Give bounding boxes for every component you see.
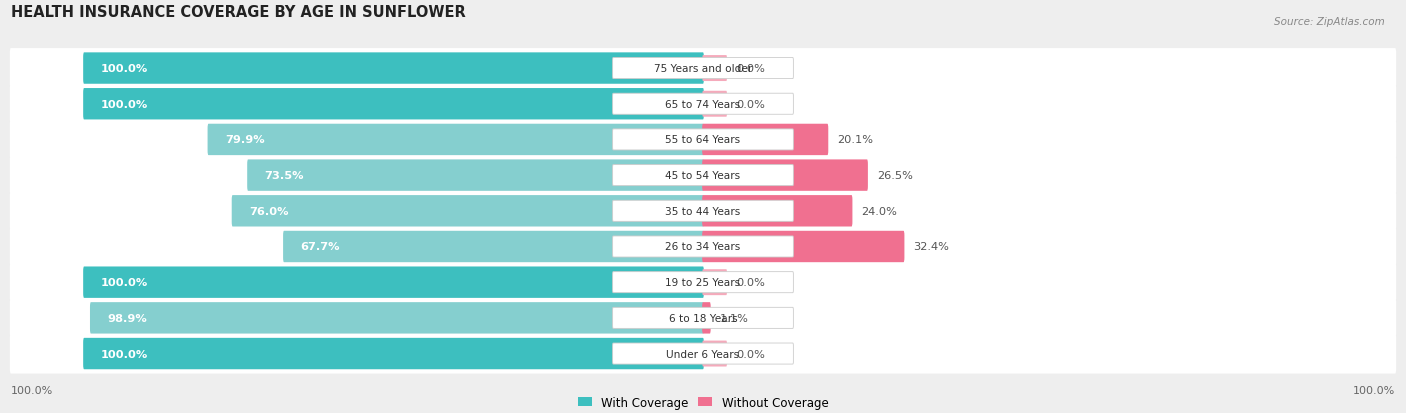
Text: 6 to 18 Years: 6 to 18 Years — [669, 313, 737, 323]
FancyBboxPatch shape — [703, 270, 727, 295]
FancyBboxPatch shape — [10, 156, 1396, 196]
Text: Under 6 Years: Under 6 Years — [666, 349, 740, 358]
Text: 79.9%: 79.9% — [225, 135, 264, 145]
FancyBboxPatch shape — [613, 272, 793, 293]
FancyBboxPatch shape — [702, 231, 904, 263]
Text: 0.0%: 0.0% — [737, 349, 765, 358]
FancyBboxPatch shape — [232, 196, 704, 227]
Text: 67.7%: 67.7% — [301, 242, 340, 252]
FancyBboxPatch shape — [703, 341, 727, 367]
Text: 100.0%: 100.0% — [101, 278, 148, 287]
FancyBboxPatch shape — [10, 191, 1396, 231]
FancyBboxPatch shape — [702, 196, 852, 227]
Text: 1.1%: 1.1% — [720, 313, 748, 323]
Text: 100.0%: 100.0% — [101, 349, 148, 358]
Text: 65 to 74 Years: 65 to 74 Years — [665, 100, 741, 109]
Text: 26.5%: 26.5% — [877, 171, 912, 180]
FancyBboxPatch shape — [702, 124, 828, 156]
FancyBboxPatch shape — [703, 56, 727, 82]
FancyBboxPatch shape — [10, 120, 1396, 160]
FancyBboxPatch shape — [10, 85, 1396, 124]
FancyBboxPatch shape — [613, 165, 793, 186]
FancyBboxPatch shape — [83, 267, 704, 298]
FancyBboxPatch shape — [83, 89, 704, 120]
FancyBboxPatch shape — [83, 53, 704, 85]
FancyBboxPatch shape — [613, 201, 793, 222]
FancyBboxPatch shape — [208, 124, 704, 156]
Text: 100.0%: 100.0% — [1353, 385, 1395, 395]
Text: 0.0%: 0.0% — [737, 100, 765, 109]
FancyBboxPatch shape — [10, 298, 1396, 338]
FancyBboxPatch shape — [702, 302, 710, 334]
Legend: With Coverage, Without Coverage: With Coverage, Without Coverage — [572, 391, 834, 413]
Text: 0.0%: 0.0% — [737, 278, 765, 287]
Text: Source: ZipAtlas.com: Source: ZipAtlas.com — [1274, 17, 1385, 26]
FancyBboxPatch shape — [10, 49, 1396, 89]
FancyBboxPatch shape — [703, 92, 727, 117]
FancyBboxPatch shape — [247, 160, 704, 191]
Text: 26 to 34 Years: 26 to 34 Years — [665, 242, 741, 252]
Text: 55 to 64 Years: 55 to 64 Years — [665, 135, 741, 145]
FancyBboxPatch shape — [613, 236, 793, 257]
Text: 98.9%: 98.9% — [107, 313, 148, 323]
FancyBboxPatch shape — [10, 263, 1396, 302]
Text: 20.1%: 20.1% — [838, 135, 873, 145]
Text: 100.0%: 100.0% — [101, 100, 148, 109]
FancyBboxPatch shape — [613, 308, 793, 329]
Text: 75 Years and older: 75 Years and older — [654, 64, 752, 74]
FancyBboxPatch shape — [613, 94, 793, 115]
Text: HEALTH INSURANCE COVERAGE BY AGE IN SUNFLOWER: HEALTH INSURANCE COVERAGE BY AGE IN SUNF… — [11, 5, 465, 20]
Text: 73.5%: 73.5% — [264, 171, 304, 180]
FancyBboxPatch shape — [10, 227, 1396, 267]
FancyBboxPatch shape — [10, 334, 1396, 374]
FancyBboxPatch shape — [90, 302, 704, 334]
Text: 76.0%: 76.0% — [249, 206, 288, 216]
Text: 100.0%: 100.0% — [11, 385, 53, 395]
Text: 19 to 25 Years: 19 to 25 Years — [665, 278, 741, 287]
Text: 35 to 44 Years: 35 to 44 Years — [665, 206, 741, 216]
FancyBboxPatch shape — [613, 343, 793, 364]
Text: 100.0%: 100.0% — [101, 64, 148, 74]
Text: 0.0%: 0.0% — [737, 64, 765, 74]
FancyBboxPatch shape — [613, 58, 793, 79]
Text: 32.4%: 32.4% — [914, 242, 949, 252]
FancyBboxPatch shape — [613, 130, 793, 151]
FancyBboxPatch shape — [702, 160, 868, 191]
Text: 24.0%: 24.0% — [862, 206, 897, 216]
Text: 45 to 54 Years: 45 to 54 Years — [665, 171, 741, 180]
FancyBboxPatch shape — [283, 231, 704, 263]
FancyBboxPatch shape — [83, 338, 704, 369]
